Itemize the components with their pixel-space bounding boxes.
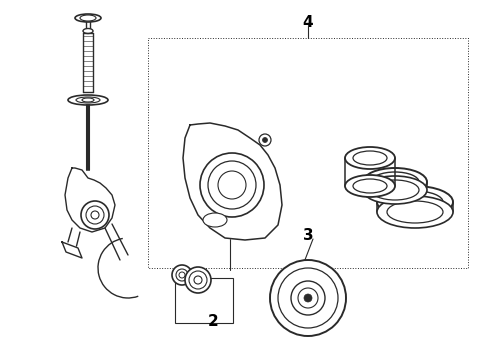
Ellipse shape [278,268,338,328]
Ellipse shape [387,201,443,223]
Text: 2: 2 [208,315,219,329]
Ellipse shape [75,14,101,22]
Ellipse shape [83,28,93,33]
Ellipse shape [185,267,211,293]
Ellipse shape [68,95,108,105]
Ellipse shape [363,176,427,204]
Ellipse shape [345,147,395,169]
Ellipse shape [80,15,96,21]
Ellipse shape [189,271,207,289]
Ellipse shape [172,265,192,285]
Polygon shape [62,242,82,258]
Ellipse shape [194,276,202,284]
Ellipse shape [208,161,256,209]
Ellipse shape [377,186,453,218]
Ellipse shape [200,153,264,217]
Ellipse shape [377,196,453,228]
Ellipse shape [353,151,387,165]
Text: 1: 1 [225,225,235,239]
Ellipse shape [345,175,395,197]
Circle shape [263,138,268,143]
Ellipse shape [91,211,99,219]
Ellipse shape [353,179,387,193]
Ellipse shape [176,269,188,281]
Text: 3: 3 [303,229,313,243]
Ellipse shape [387,191,443,213]
Ellipse shape [363,168,427,196]
Ellipse shape [270,260,346,336]
Text: 4: 4 [303,14,313,30]
Polygon shape [65,168,115,232]
Ellipse shape [82,98,94,102]
Polygon shape [183,123,282,240]
Ellipse shape [218,171,246,199]
Ellipse shape [259,134,271,146]
Ellipse shape [81,201,109,229]
Ellipse shape [179,272,185,278]
Circle shape [304,294,312,302]
Ellipse shape [371,172,419,192]
Ellipse shape [371,180,419,200]
Ellipse shape [203,213,227,227]
Ellipse shape [291,281,325,315]
Ellipse shape [86,206,104,224]
Ellipse shape [76,97,100,103]
Bar [175,278,233,323]
Ellipse shape [298,288,318,308]
